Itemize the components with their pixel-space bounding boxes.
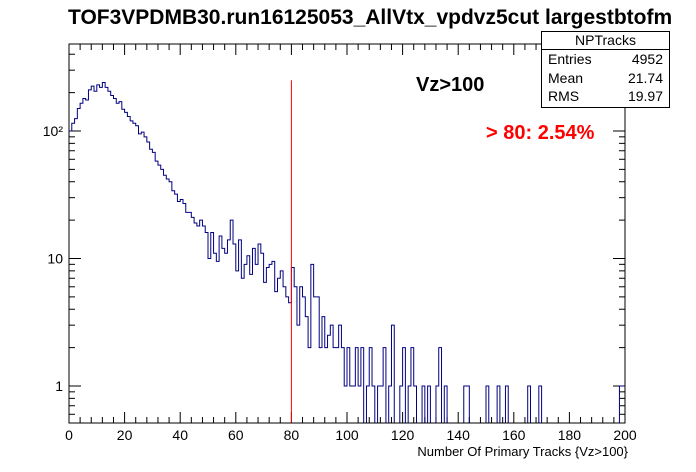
y-tick-label: 10 xyxy=(47,251,63,267)
x-tick-label: 100 xyxy=(335,427,359,443)
stats-row-rms: RMS 19.97 xyxy=(542,87,669,106)
x-tick-label: 140 xyxy=(447,427,471,443)
x-tick-label: 20 xyxy=(117,427,133,443)
stats-value: 4952 xyxy=(631,51,663,67)
vz-annotation: Vz>100 xyxy=(416,74,485,96)
x-tick-label: 120 xyxy=(391,427,415,443)
x-axis-label: Number Of Primary Tracks {Vz>100} xyxy=(417,444,628,459)
x-tick-label: 160 xyxy=(502,427,526,443)
x-tick-label: 80 xyxy=(284,427,300,443)
stats-label: Mean xyxy=(548,69,584,86)
y-tick-label: 10² xyxy=(43,123,64,139)
stats-box-name: NPTracks xyxy=(542,32,669,50)
x-tick-label: 60 xyxy=(228,427,244,443)
axis-tick-labels: 0 20 40 60 80 100 120 140 160 180 200 1 10 10² xyxy=(43,123,637,443)
x-tick-label: 200 xyxy=(613,427,637,443)
stats-row-mean: Mean 21.74 xyxy=(542,69,669,88)
stats-row-entries: Entries 4952 xyxy=(542,50,669,69)
stats-value: 19.97 xyxy=(627,88,663,104)
stats-label: RMS xyxy=(548,88,580,104)
y-tick-label: 1 xyxy=(55,378,63,394)
x-tick-label: 0 xyxy=(65,427,73,443)
x-tick-label: 180 xyxy=(558,427,582,443)
axis-ticks xyxy=(68,44,626,423)
stats-value: 21.74 xyxy=(627,69,663,86)
stats-box: NPTracks Entries 4952 Mean 21.74 RMS 19.… xyxy=(541,31,670,108)
fraction-annotation: > 80: 2.54% xyxy=(486,122,595,144)
chart-title: TOF3VPDMB30.run16125053_AllVtx_vpdvz5cut… xyxy=(68,6,673,29)
stats-label: Entries xyxy=(548,51,592,67)
plot-frame xyxy=(68,43,626,424)
x-tick-label: 40 xyxy=(172,427,188,443)
